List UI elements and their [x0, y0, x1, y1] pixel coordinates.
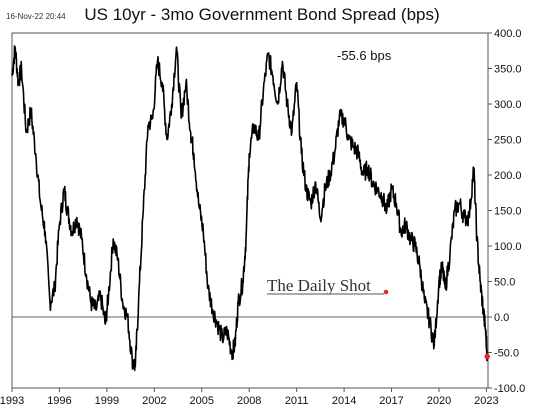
- y-tick-label: -50.0: [494, 348, 519, 360]
- y-tick-label: 200.0: [494, 170, 522, 182]
- y-tick-label: 0.0: [494, 312, 509, 324]
- chart-title: US 10yr - 3mo Government Bond Spread (bp…: [84, 5, 439, 24]
- x-tick-label: 1993: [0, 395, 24, 407]
- x-tick-label: 2008: [237, 395, 261, 407]
- y-tick-label: 50.0: [494, 277, 515, 289]
- x-tick-label: 2020: [427, 395, 451, 407]
- spread-series-line: [11, 45, 488, 372]
- watermark-text: The Daily Shot: [267, 276, 371, 295]
- x-tick-label: 1999: [95, 395, 119, 407]
- x-tick-label: 2017: [379, 395, 403, 407]
- y-tick-label: -100.0: [494, 383, 525, 395]
- plot-area: [11, 32, 489, 389]
- x-tick-label: 2023: [474, 395, 498, 407]
- x-tick-label: 1996: [47, 395, 71, 407]
- y-tick-label: 250.0: [494, 135, 522, 147]
- y-tick-label: 400.0: [494, 28, 522, 40]
- y-axis: 400.0 350.0 300.0 250.0 200.0 150.0 100.0 50.0 0…: [488, 28, 525, 395]
- timestamp: 16-Nov-22 20:44: [6, 12, 66, 21]
- x-tick-label: 2014: [332, 395, 356, 407]
- watermark-dot: [383, 289, 389, 295]
- y-tick-label: 300.0: [494, 99, 522, 111]
- watermark-logo: The Daily Shot: [267, 276, 389, 295]
- y-tick-label: 150.0: [494, 206, 522, 218]
- last-value-marker: [484, 353, 491, 360]
- y-tick-label: 100.0: [494, 241, 522, 253]
- x-tick-label: 2011: [285, 395, 309, 407]
- last-value-annotation: -55.6 bps: [337, 48, 392, 63]
- x-tick-label: 2002: [142, 395, 166, 407]
- x-axis: 1993 1996 1999 2002 2005 2008 2011 2014 2017 2020…: [0, 388, 499, 407]
- x-tick-label: 2005: [190, 395, 214, 407]
- y-tick-label: 350.0: [494, 64, 522, 76]
